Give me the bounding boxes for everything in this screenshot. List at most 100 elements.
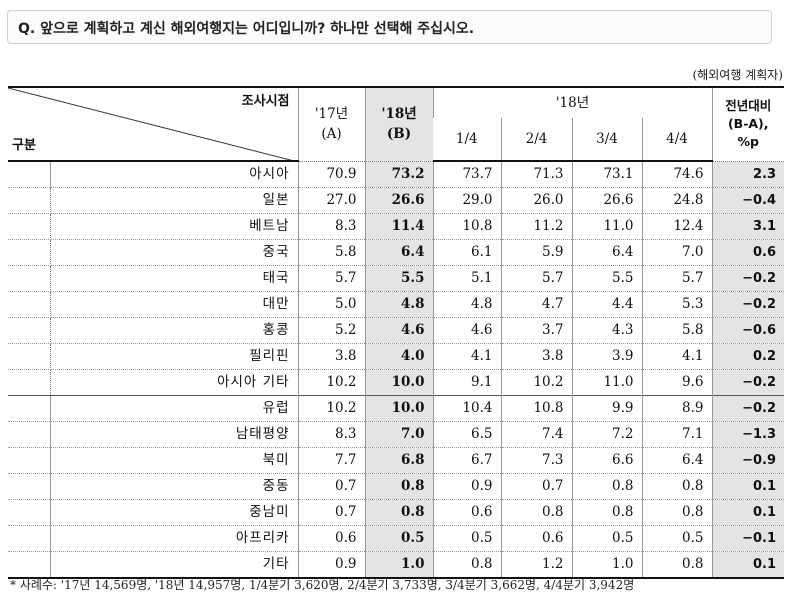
value-18: 6.4 (364, 239, 433, 266)
corner-bottom-label: 구분 (12, 138, 36, 153)
value-q3: 3.9 (571, 343, 642, 370)
value-q4: 74.6 (641, 160, 712, 188)
value-q1: 0.5 (432, 525, 501, 552)
value-17: 0.9 (297, 551, 365, 579)
table-row: 베트남 8.3 11.4 10.8 11.2 11.0 12.4 3.1 (8, 213, 784, 240)
table-body: 아시아 70.9 73.2 73.7 71.3 73.1 74.6 2.3 일본 27.0 26.6… (8, 160, 784, 579)
value-17: 8.3 (297, 213, 365, 240)
value-q2: 7.3 (500, 447, 572, 474)
value-change: −0.1 (711, 525, 784, 552)
value-q1: 10.4 (432, 395, 501, 422)
change-line1: 전년대비 (725, 98, 772, 114)
region-label: 유럽 (49, 395, 298, 422)
indent-cell (8, 265, 51, 292)
value-q3: 73.1 (571, 160, 642, 188)
value-change: −0.4 (711, 187, 784, 214)
value-q2: 26.0 (500, 187, 572, 214)
value-q1: 0.8 (432, 551, 501, 579)
table-row: 북미 7.7 6.8 6.7 7.3 6.6 6.4 −0.9 (8, 447, 784, 474)
value-q2: 3.8 (500, 343, 572, 370)
region-label: 대만 (50, 291, 298, 318)
table-row: 기타 0.9 1.0 0.8 1.2 1.0 0.8 0.1 (8, 551, 784, 579)
indent-cell (8, 343, 51, 370)
value-q2: 7.4 (500, 421, 572, 448)
quarter-header: 2/4 (500, 118, 572, 162)
survey-table: 조사시점 구분 '17년 (A) '18년 (B) '18년 전년대비 (B-A… (8, 86, 784, 579)
value-q3: 4.3 (571, 317, 642, 344)
value-q1: 0.6 (432, 499, 501, 526)
value-q1: 6.7 (432, 447, 501, 474)
col-17-sub: (A) (321, 126, 342, 143)
table-row: 남태평양 8.3 7.0 6.5 7.4 7.2 7.1 −1.3 (8, 421, 784, 448)
value-q3: 11.0 (571, 213, 642, 240)
quarter-header: 4/4 (641, 118, 712, 162)
region-label: 아시아 (49, 160, 298, 188)
indent-cell (8, 317, 51, 344)
value-18: 5.5 (364, 265, 433, 292)
value-18: 0.8 (364, 473, 433, 500)
indent-cell (8, 160, 50, 188)
region-label: 필리핀 (50, 343, 298, 370)
region-label: 베트남 (50, 213, 298, 240)
corner-header: 조사시점 구분 (8, 86, 298, 162)
footnote: * 사례수: '17년 14,569명, '18년 14,957명, 1/4분기… (10, 578, 635, 592)
table-row: 일본 27.0 26.6 29.0 26.0 26.6 24.8 −0.4 (8, 187, 784, 214)
value-q3: 11.0 (571, 369, 642, 396)
value-q1: 5.1 (432, 265, 501, 292)
change-line2: (B-A), (727, 116, 769, 132)
value-18: 4.0 (364, 343, 433, 370)
value-q1: 4.6 (432, 317, 501, 344)
question-box: Q. 앞으로 계획하고 계신 해외여행지는 어디입니까? 하나만 선택해 주십시… (7, 10, 772, 44)
value-q4: 6.4 (641, 447, 712, 474)
value-q4: 7.1 (641, 421, 712, 448)
value-q3: 6.4 (571, 239, 642, 266)
value-q4: 12.4 (641, 213, 712, 240)
value-q2: 0.8 (500, 499, 572, 526)
table-row: 아시아 70.9 73.2 73.7 71.3 73.1 74.6 2.3 (8, 160, 784, 188)
value-q3: 4.4 (571, 291, 642, 318)
value-q1: 29.0 (432, 187, 501, 214)
value-change: 2.3 (711, 160, 784, 188)
value-18: 0.5 (364, 525, 433, 552)
value-18: 26.6 (364, 187, 433, 214)
indent-cell (8, 551, 50, 579)
region-label: 중남미 (49, 499, 298, 526)
value-q2: 3.7 (500, 317, 572, 344)
table-row: 대만 5.0 4.8 4.8 4.7 4.4 5.3 −0.2 (8, 291, 784, 318)
value-q2: 5.9 (500, 239, 572, 266)
value-q1: 0.9 (432, 473, 501, 500)
col-18-label: '18년 (381, 106, 417, 123)
indent-cell (8, 187, 51, 214)
region-label: 태국 (50, 265, 298, 292)
value-q4: 5.7 (641, 265, 712, 292)
value-change: 0.1 (711, 551, 784, 579)
value-18: 6.8 (364, 447, 433, 474)
value-q2: 1.2 (500, 551, 572, 579)
value-q4: 5.3 (641, 291, 712, 318)
value-17: 3.8 (297, 343, 365, 370)
question-text: Q. 앞으로 계획하고 계신 해외여행지는 어디입니까? 하나만 선택해 주십시… (18, 21, 475, 37)
value-17: 5.0 (297, 291, 365, 318)
region-label: 일본 (50, 187, 298, 214)
region-label: 기타 (49, 551, 298, 579)
table-row: 필리핀 3.8 4.0 4.1 3.8 3.9 4.1 0.2 (8, 343, 784, 370)
value-q4: 0.8 (641, 551, 712, 579)
table-row: 홍콩 5.2 4.6 4.6 3.7 4.3 5.8 −0.6 (8, 317, 784, 344)
value-q2: 10.2 (500, 369, 572, 396)
value-q1: 6.1 (432, 239, 501, 266)
value-q2: 0.7 (500, 473, 572, 500)
value-change: −0.9 (711, 447, 784, 474)
region-label: 남태평양 (49, 421, 298, 448)
indent-cell (8, 213, 51, 240)
value-q4: 24.8 (641, 187, 712, 214)
value-q2: 0.6 (500, 525, 572, 552)
group-18-header: '18년 (432, 86, 712, 118)
indent-cell (8, 447, 50, 474)
value-18: 0.8 (364, 499, 433, 526)
value-18: 11.4 (364, 213, 433, 240)
value-change: −0.2 (711, 395, 784, 422)
value-change: 0.2 (711, 343, 784, 370)
value-change: 0.1 (711, 499, 784, 526)
indent-cell (8, 239, 51, 266)
value-17: 8.3 (297, 421, 365, 448)
